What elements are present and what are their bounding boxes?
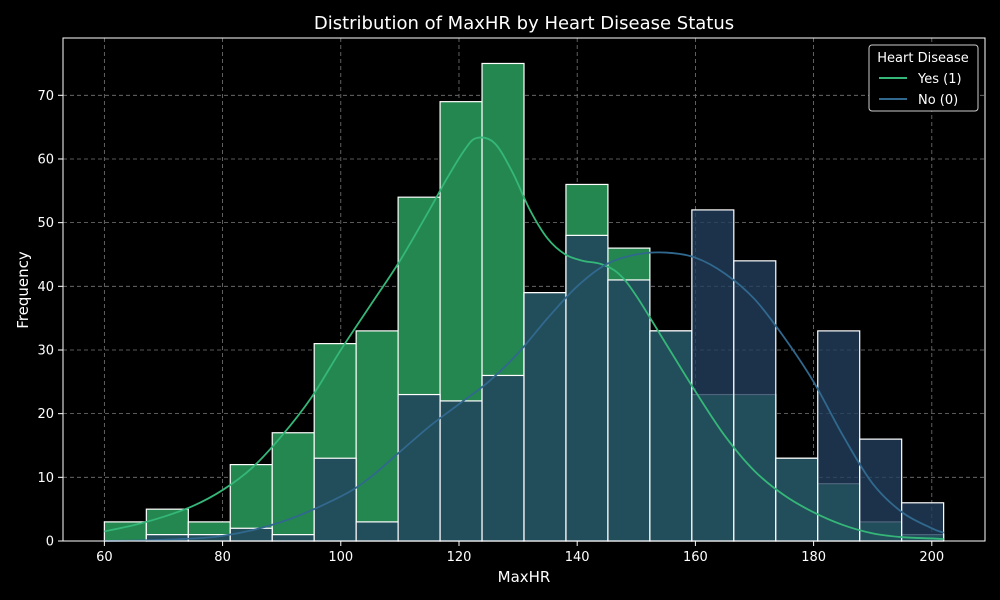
- x-tick-label: 160: [683, 550, 708, 565]
- y-axis-label: Frequency: [14, 251, 32, 329]
- bar-no: [607, 279, 651, 542]
- chart-title: Distribution of MaxHR by Heart Disease S…: [314, 13, 734, 34]
- legend: Heart Disease Yes (1) No (0): [868, 44, 979, 112]
- bar-no: [775, 457, 819, 542]
- legend-label-yes: Yes (1): [917, 72, 962, 87]
- y-tick-label: 40: [37, 280, 54, 295]
- y-tick-label: 70: [37, 89, 54, 104]
- plot-frame: [62, 37, 986, 542]
- bar-no: [397, 393, 441, 542]
- bar-no: [733, 260, 777, 542]
- kde-curve-no: [104, 251, 944, 542]
- legend-title: Heart Disease: [877, 51, 968, 66]
- bar-no: [817, 330, 861, 542]
- x-tick-label: 200: [919, 550, 944, 565]
- axis-ticks: 60 80 100 120 140 160 180 200 0 10 20 30 40 50 60 70: [37, 89, 944, 565]
- bar-yes: [355, 330, 399, 542]
- bar-no: [523, 292, 567, 542]
- bar-no: [439, 400, 483, 542]
- bar-no: [901, 502, 945, 542]
- y-tick-label: 0: [46, 535, 54, 550]
- bar-no: [313, 457, 357, 542]
- bar-no: [481, 374, 525, 542]
- y-tick-label: 30: [37, 343, 54, 358]
- x-tick-label: 60: [96, 550, 113, 565]
- legend-box: [868, 44, 979, 112]
- bar-no: [565, 234, 609, 542]
- y-tick-label: 10: [37, 471, 54, 486]
- bar-no: [271, 534, 315, 542]
- x-tick-label: 180: [801, 550, 826, 565]
- bar-no: [859, 438, 903, 542]
- histogram-bars: [103, 62, 945, 542]
- bar-yes: [271, 432, 315, 542]
- legend-label-no: No (0): [918, 93, 958, 108]
- kde-curve-yes: [104, 136, 944, 540]
- y-tick-label: 20: [37, 407, 54, 422]
- bar-no: [649, 330, 693, 542]
- x-tick-label: 140: [565, 550, 590, 565]
- bar-no: [355, 521, 399, 542]
- y-tick-label: 50: [37, 216, 54, 231]
- x-tick-label: 80: [214, 550, 231, 565]
- bar-yes: [103, 521, 147, 542]
- y-tick-label: 60: [37, 152, 54, 167]
- x-tick-label: 100: [328, 550, 353, 565]
- x-tick-label: 120: [447, 550, 472, 565]
- x-axis-label: MaxHR: [498, 568, 551, 586]
- kde-curves: [104, 136, 944, 542]
